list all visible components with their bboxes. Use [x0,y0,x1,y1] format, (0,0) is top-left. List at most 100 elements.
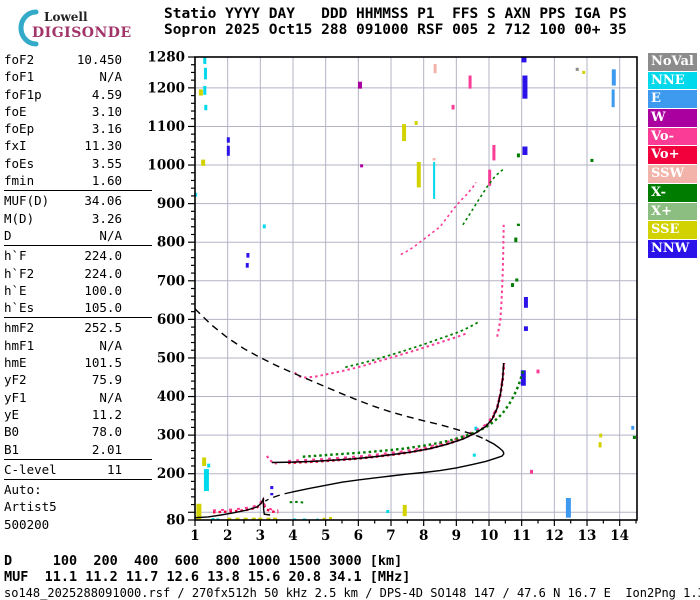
noise-mark-ssw [432,158,436,161]
noise-mark-w [360,164,364,168]
legend-item-vo: Vo- [648,127,697,146]
noise-mark-sse [201,159,206,166]
param-row-hmf2: hmF2 252.5 [4,319,152,336]
x-tick-label: 14 [610,528,629,544]
noise-mark-nnw [245,263,249,268]
param-value: 2.01 [91,441,122,457]
noise-mark-sse [258,517,263,520]
panel-divider [4,458,152,460]
artist-fitted-f-trace [271,362,505,464]
param-value: 10.450 [76,52,122,67]
noise-mark-sse [198,89,203,96]
x-tick-label: 6 [354,528,363,544]
noise-mark-sse [273,517,278,520]
logo-text-digisonde: DIGISONDE [32,25,132,41]
param-value: 11.2 [91,406,122,422]
noise-mark-vo [492,144,496,161]
param-label: C-level [4,461,57,477]
param-row-hes: h`Es 105.0 [4,299,152,316]
y-tick-label: 500 [157,350,185,366]
x-axis-labels: 1 2 3 4 5 6 7 8 9 10 11 12 13 14 [190,528,629,544]
param-value: 11 [106,461,122,477]
y-tick-label: 300 [157,428,185,444]
noise-mark-e [611,89,615,108]
noise-mark-x [632,435,636,439]
param-row-he: h`E 100.0 [4,282,152,299]
param-row-fof2: foF2 10.450 [4,51,152,68]
legend-item-nne: NNE [648,71,697,90]
grid-lines [195,57,637,520]
noise-mark-ssw [433,63,437,74]
y-tick-label: 800 [157,235,185,251]
param-label: B1 [4,441,20,457]
param-value: N/A [99,389,122,405]
param-value: 75.9 [91,372,122,388]
y-tick-label: 600 [157,312,185,328]
legend-item-e: E [648,90,697,109]
param-label: fmin [4,173,35,189]
param-row-fxi: fxI 11.30 [4,137,152,154]
y-tick-label: 400 [157,389,185,405]
noise-mark-nne [207,463,211,468]
param-value: 224.0 [84,248,122,264]
param-value: 4.59 [91,86,122,102]
noise-mark-nnw [523,296,528,308]
param-row-foep: foEp 3.16 [4,120,152,137]
autoscaling-info-line: Artist5 [4,499,57,515]
scaled-parameters-panel: foF2 10.450 foF1 N/A foF1p 4.59 foE 3.10 foEp 3.1… [4,51,152,533]
param-row-fof1: foF1 N/A [4,68,152,85]
param-label: D [4,227,12,243]
x-tick-label: 4 [288,528,297,544]
param-label: h`F [4,248,27,264]
param-row-foe: foE 3.10 [4,103,152,120]
axis-ticks [188,56,637,526]
third-order-o-echo [400,181,477,256]
x-tick-label: 2 [223,528,232,544]
param-label: foF1 [4,69,35,85]
x-tick-label: 5 [321,528,330,544]
x-tick-label: 3 [256,528,265,544]
noise-mark-x [514,237,518,243]
legend-item-w: W [648,109,697,127]
noise-mark-sse [402,504,407,517]
noise-mark-nne [433,161,436,199]
noise-mark-nne [203,85,207,95]
noise-mark-sse [599,433,603,438]
noise-mark-nnw [270,492,274,496]
e-layer-o-trace [212,497,265,514]
noise-mark-nnw [523,326,528,331]
noise-mark-x [590,158,594,162]
noise-mark-nnw [246,253,250,258]
param-label: foF2 [4,52,35,67]
noise-mark-w [357,81,362,89]
noise-mark-nnw [522,75,528,99]
f-x-trace [302,369,525,458]
es-layer-tail-accent [262,502,279,512]
noise-mark-sse [416,161,421,188]
param-value: 252.5 [84,320,122,336]
second-order-x-trace [345,320,480,369]
x-tick-label: 12 [545,528,564,544]
panel-divider [4,479,152,481]
y-tick-label: 1000 [147,158,185,174]
param-value: 100.0 [84,282,122,298]
noise-mark-sse [322,517,326,520]
noise-mark-nne [203,469,209,492]
param-value: 101.5 [84,355,122,371]
header-column-labels: Statio YYYY DAY DDD HHMMSS P1 FFS S AXN … [164,6,627,22]
param-row-yf2: yF2 75.9 [4,371,152,388]
noise-mark-x [515,278,519,282]
noise-mark-sse [251,517,256,520]
x-tick-label: 7 [386,528,395,544]
legend-item-noval: NoVal [648,53,697,71]
echo-traces [194,168,525,519]
param-label: foE [4,103,27,119]
param-value: 34.06 [84,193,122,209]
panel-divider [4,190,152,192]
e-layer-model [194,496,271,519]
lowell-digisonde-logo: Lowell DIGISONDE [6,6,156,48]
noise-mark-sse [202,457,207,466]
param-value: 3.10 [91,103,122,119]
second-order-o-trace [293,332,467,379]
noise-mark-x [511,283,515,287]
